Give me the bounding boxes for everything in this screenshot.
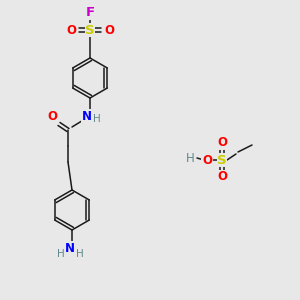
Text: H: H bbox=[76, 249, 84, 259]
Text: O: O bbox=[217, 136, 227, 149]
Text: S: S bbox=[85, 23, 95, 37]
Text: N: N bbox=[65, 242, 75, 254]
Text: H: H bbox=[186, 152, 194, 164]
Text: O: O bbox=[202, 154, 212, 167]
Text: S: S bbox=[217, 154, 227, 166]
Text: F: F bbox=[85, 7, 94, 20]
Text: O: O bbox=[104, 23, 114, 37]
Text: H: H bbox=[93, 114, 101, 124]
Text: O: O bbox=[47, 110, 57, 124]
Text: O: O bbox=[66, 23, 76, 37]
Text: H: H bbox=[57, 249, 65, 259]
Text: N: N bbox=[82, 110, 92, 122]
Text: O: O bbox=[217, 170, 227, 184]
